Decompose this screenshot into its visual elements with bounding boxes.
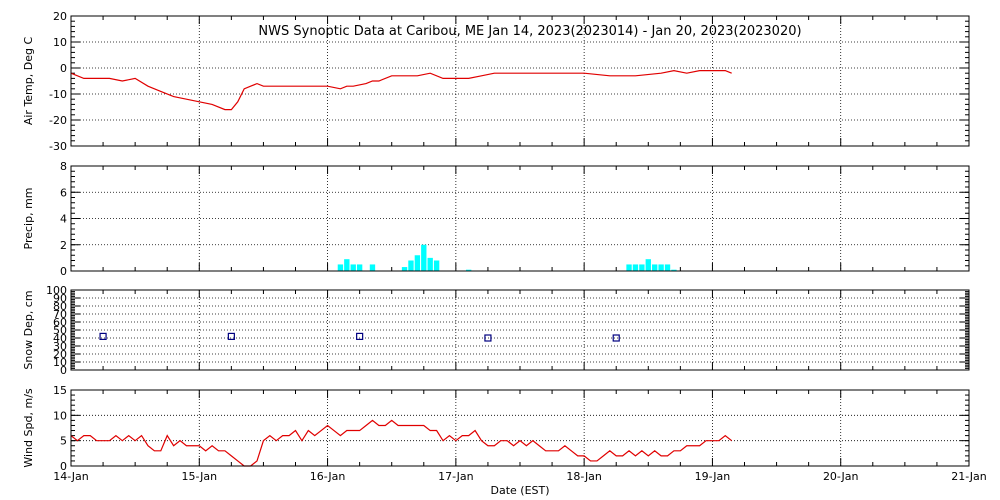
chart-title: NWS Synoptic Data at Caribou, ME Jan 14,…: [258, 24, 801, 39]
y-tick-label: 4: [60, 213, 67, 226]
precip-bar: [401, 267, 408, 271]
air-temp-panel: -30 -20 -10 0 10 20 Air Temp, Deg C: [22, 10, 970, 153]
x-tick-label: 18-Jan: [566, 470, 602, 483]
y-tick-label: 10: [53, 356, 67, 369]
y-tick-label: 80: [53, 300, 67, 313]
wind-speed-frame: [70, 389, 970, 467]
precip-bar: [414, 255, 421, 271]
snow-depth-point: [356, 332, 364, 340]
y-tick-label: 2: [60, 239, 67, 252]
precip-bar: [369, 264, 376, 271]
precip-bar: [408, 260, 414, 271]
wind-speed-panel: 0 5 10 15 Wind Spd, m/s: [22, 384, 970, 473]
snow-depth-point: [484, 334, 492, 342]
x-tick-label: 16-Jan: [310, 470, 346, 483]
snow-depth-y-axis-label: Snow Dep, cm: [22, 290, 35, 369]
y-tick-label: 20: [53, 10, 67, 23]
y-tick-label: -30: [49, 140, 67, 153]
precip-frame: [70, 165, 970, 272]
precip-bar: [652, 264, 658, 271]
y-tick-label: 100: [46, 284, 67, 297]
x-axis: 14-Jan 15-Jan 16-Jan 17-Jan 18-Jan 19-Jan 20-J…: [53, 470, 987, 483]
air-temp-frame: [70, 15, 970, 147]
y-tick-label: 30: [53, 340, 67, 353]
snow-depth-point: [99, 332, 107, 340]
x-tick-label: 21-Jan: [951, 470, 987, 483]
snow-depth-frame: [70, 289, 970, 371]
y-tick-label: -20: [49, 114, 67, 127]
y-tick-label: 90: [53, 292, 67, 305]
precip-bar: [671, 269, 677, 271]
y-tick-label: 0: [60, 62, 67, 75]
y-tick-label: 8: [60, 160, 67, 173]
precip-bar: [337, 264, 344, 271]
y-tick-label: 0: [60, 364, 67, 377]
precip-y-axis-label: Precip, mm: [22, 188, 35, 250]
y-tick-label: 10: [53, 36, 67, 49]
y-tick-label: 15: [53, 384, 67, 397]
y-tick-label: 6: [60, 186, 67, 199]
precip-bar: [658, 264, 664, 271]
y-tick-label: 40: [53, 332, 67, 345]
y-tick-label: 5: [60, 435, 67, 448]
x-tick-label: 17-Jan: [438, 470, 474, 483]
precip-bar: [350, 264, 356, 271]
y-tick-label: 20: [53, 348, 67, 361]
precip-bar: [645, 259, 651, 271]
precip-bar: [664, 264, 671, 271]
precip-bar: [356, 264, 363, 271]
precip-panel: 0 2 4 6 8 Precip, mm: [22, 160, 970, 278]
wind-speed-y-axis-label: Wind Spd, m/s: [22, 388, 35, 468]
wind-speed-series-line: [70, 419, 733, 467]
y-tick-label: 70: [53, 308, 67, 321]
x-tick-label: 20-Jan: [823, 470, 859, 483]
x-tick-label: 14-Jan: [53, 470, 89, 483]
precip-bar: [427, 257, 433, 271]
air-temp-series-line: [70, 69, 732, 111]
air-temp-y-axis-label: Air Temp, Deg C: [22, 37, 35, 126]
x-axis-label: Date (EST): [490, 484, 549, 497]
snow-depth-point: [227, 332, 235, 340]
y-tick-label: 60: [53, 316, 67, 329]
y-tick-label: 0: [60, 460, 67, 473]
x-tick-label: 19-Jan: [695, 470, 731, 483]
precip-bar: [344, 259, 350, 271]
y-tick-label: 10: [53, 409, 67, 422]
snow-depth-point: [612, 334, 620, 342]
precip-bar: [466, 269, 472, 271]
precip-bar: [639, 264, 645, 271]
precip-bar: [421, 244, 427, 271]
precip-bar: [433, 260, 440, 271]
x-tick-label: 15-Jan: [182, 470, 218, 483]
precip-bar: [632, 264, 639, 271]
y-tick-label: 50: [53, 324, 67, 337]
y-tick-label: 0: [60, 265, 67, 278]
precip-bar: [626, 264, 632, 271]
y-tick-label: -10: [49, 88, 67, 101]
